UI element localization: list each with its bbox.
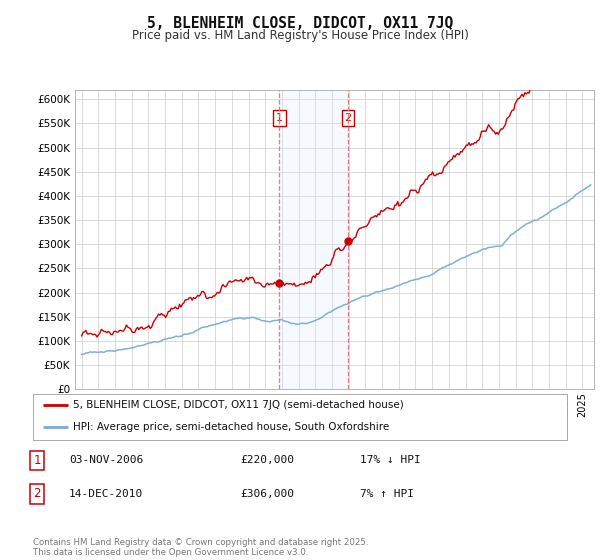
Text: 2: 2 — [344, 113, 352, 123]
Text: 14-DEC-2010: 14-DEC-2010 — [69, 489, 143, 499]
Text: Contains HM Land Registry data © Crown copyright and database right 2025.
This d: Contains HM Land Registry data © Crown c… — [33, 538, 368, 557]
Text: 03-NOV-2006: 03-NOV-2006 — [69, 455, 143, 465]
Text: 7% ↑ HPI: 7% ↑ HPI — [360, 489, 414, 499]
Text: 5, BLENHEIM CLOSE, DIDCOT, OX11 7JQ: 5, BLENHEIM CLOSE, DIDCOT, OX11 7JQ — [147, 16, 453, 31]
Text: 5, BLENHEIM CLOSE, DIDCOT, OX11 7JQ (semi-detached house): 5, BLENHEIM CLOSE, DIDCOT, OX11 7JQ (sem… — [73, 400, 404, 410]
Text: 2: 2 — [34, 487, 41, 501]
Text: Price paid vs. HM Land Registry's House Price Index (HPI): Price paid vs. HM Land Registry's House … — [131, 29, 469, 42]
Text: £220,000: £220,000 — [240, 455, 294, 465]
Text: 17% ↓ HPI: 17% ↓ HPI — [360, 455, 421, 465]
Text: HPI: Average price, semi-detached house, South Oxfordshire: HPI: Average price, semi-detached house,… — [73, 422, 389, 432]
Text: 1: 1 — [276, 113, 283, 123]
Bar — [279, 90, 348, 389]
Text: 1: 1 — [34, 454, 41, 467]
Text: £306,000: £306,000 — [240, 489, 294, 499]
